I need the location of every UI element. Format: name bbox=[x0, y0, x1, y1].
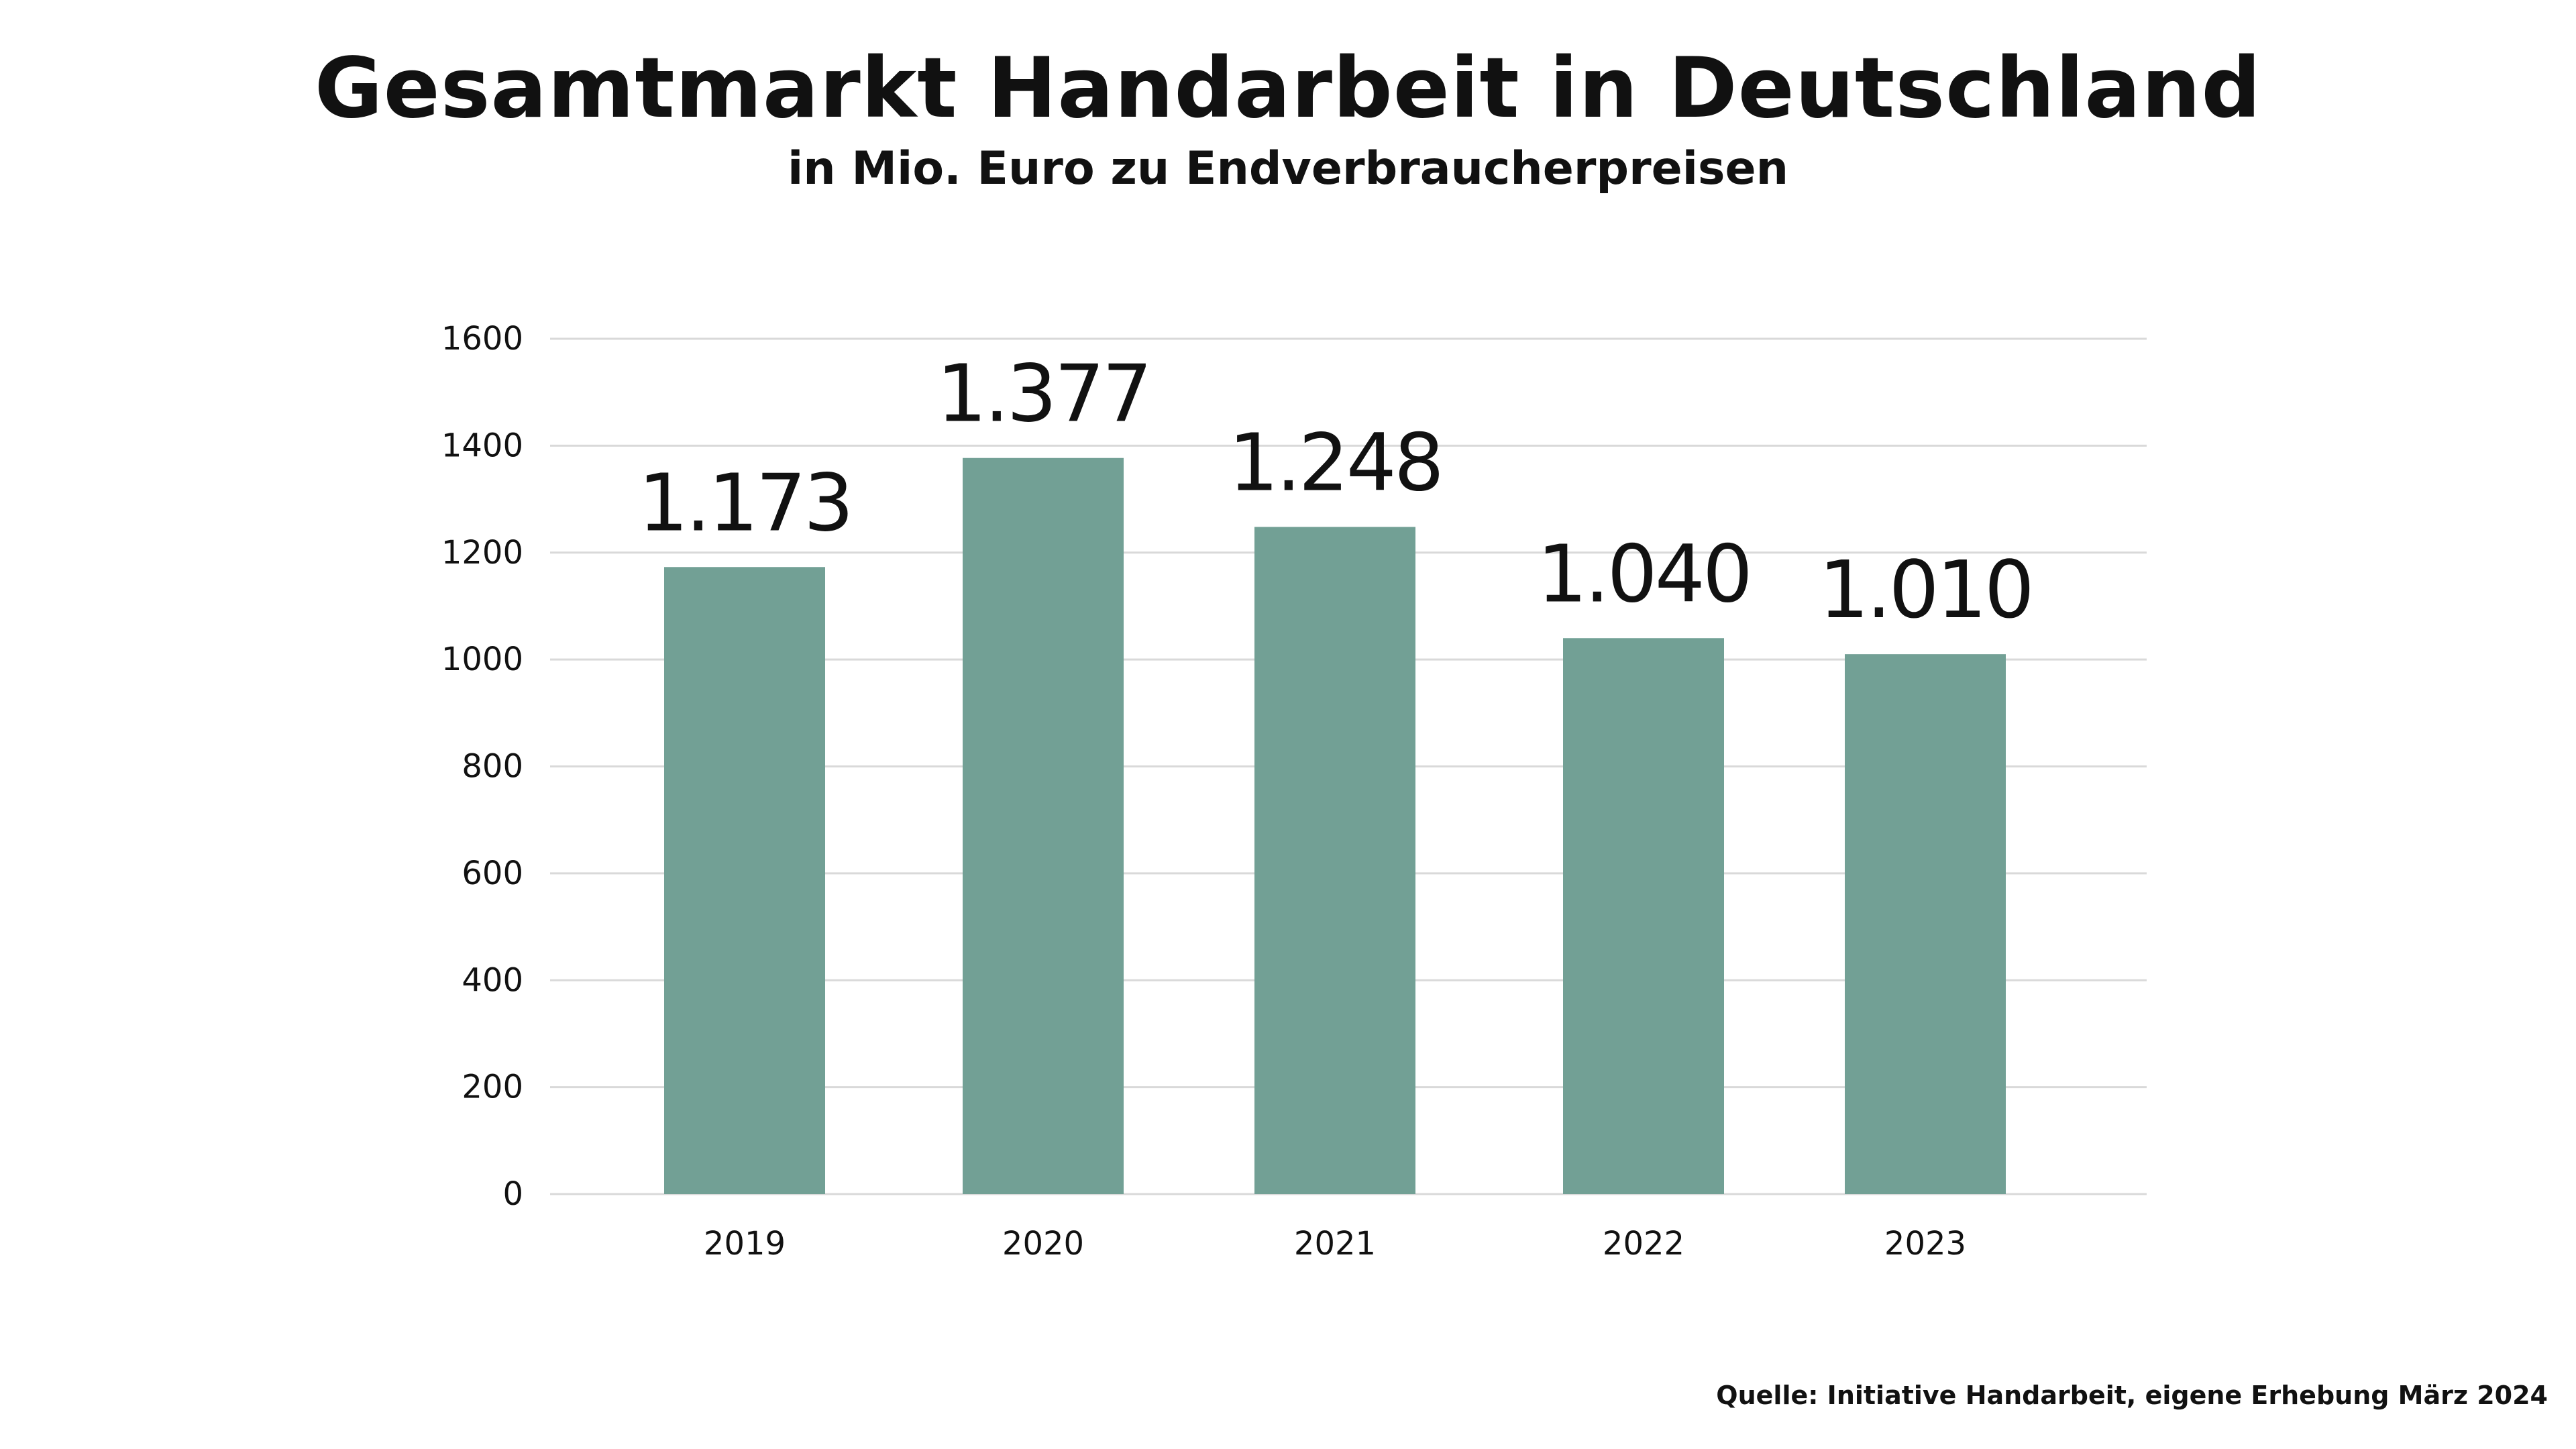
chart-title: Gesamtmarkt Handarbeit in Deutschland bbox=[314, 40, 2262, 137]
bar-2021 bbox=[1254, 527, 1415, 1194]
x-axis-ticks: 2019 2020 2021 2022 2023 bbox=[704, 1225, 1966, 1263]
y-axis-ticks: 0 200 400 600 800 1000 1200 1400 1600 bbox=[441, 320, 523, 1213]
chart-subtitle: in Mio. Euro zu Endverbraucherpreisen bbox=[787, 142, 1789, 195]
x-tick-label: 2019 bbox=[704, 1225, 786, 1263]
data-label-2019: 1.173 bbox=[638, 456, 851, 549]
y-tick-label: 1200 bbox=[441, 534, 523, 572]
y-tick-label: 400 bbox=[462, 961, 523, 999]
bar-2019 bbox=[664, 567, 825, 1194]
bar-2022 bbox=[1563, 638, 1724, 1194]
y-tick-label: 0 bbox=[502, 1175, 523, 1213]
data-label-2020: 1.377 bbox=[936, 347, 1150, 440]
y-tick-label: 1400 bbox=[441, 427, 523, 464]
y-tick-label: 1000 bbox=[441, 641, 523, 678]
bar-2023 bbox=[1845, 654, 2006, 1194]
source-note: Quelle: Initiative Handarbeit, eigene Er… bbox=[1716, 1381, 2548, 1410]
y-tick-label: 1600 bbox=[441, 320, 523, 358]
data-labels: 1.173 1.377 1.248 1.040 1.010 bbox=[638, 347, 2035, 636]
bars bbox=[664, 458, 2006, 1194]
y-tick-label: 800 bbox=[462, 748, 523, 786]
data-label-2023: 1.010 bbox=[1819, 543, 2032, 636]
data-label-2021: 1.248 bbox=[1228, 417, 1442, 509]
y-tick-label: 200 bbox=[462, 1069, 523, 1106]
y-tick-label: 600 bbox=[462, 855, 523, 892]
x-tick-label: 2023 bbox=[1884, 1225, 1966, 1263]
data-label-2022: 1.040 bbox=[1537, 527, 1750, 620]
x-tick-label: 2022 bbox=[1603, 1225, 1684, 1263]
x-tick-label: 2020 bbox=[1002, 1225, 1084, 1263]
x-tick-label: 2021 bbox=[1294, 1225, 1376, 1263]
bar-2020 bbox=[963, 458, 1124, 1194]
